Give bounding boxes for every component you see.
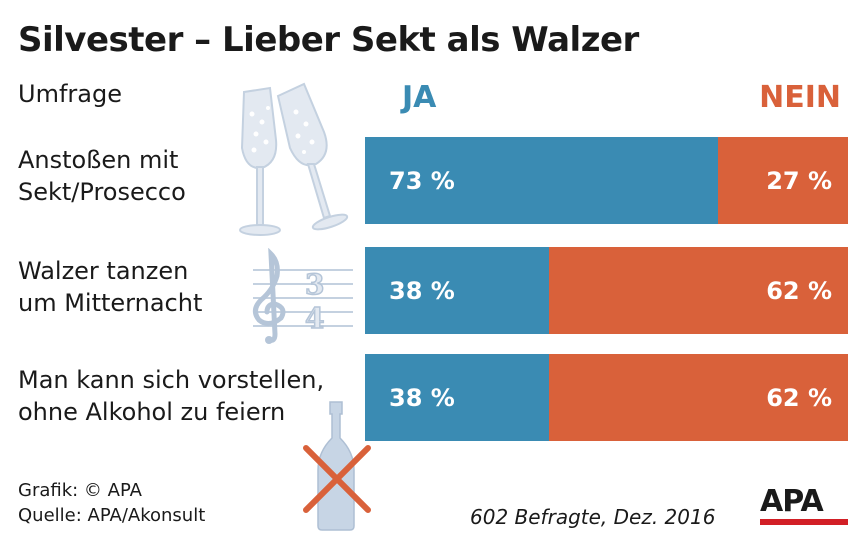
- bar-ja: 38 %: [365, 354, 549, 441]
- category-label-line: ohne Alkohol zu feiern: [18, 398, 286, 426]
- category-label-2: Walzer tanzen um Mitternacht: [18, 255, 202, 319]
- apa-logo-bar: [760, 519, 848, 525]
- footer-sample: 602 Befragte, Dez. 2016: [470, 505, 716, 529]
- meter-top: 3: [305, 268, 324, 301]
- chart-title: Silvester – Lieber Sekt als Walzer: [18, 20, 639, 60]
- bar-nein: 62 %: [548, 247, 848, 334]
- value-label-ja: 38 %: [389, 383, 455, 412]
- value-label-ja: 38 %: [389, 276, 455, 305]
- champagne-glasses-icon: [239, 82, 349, 236]
- chart-subtitle: Umfrage: [18, 80, 122, 108]
- value-label-nein: 62 %: [766, 383, 832, 412]
- category-label-line: Walzer tanzen: [18, 257, 189, 285]
- category-label-line: Man kann sich vorstellen,: [18, 366, 325, 394]
- category-label-line: um Mitternacht: [18, 289, 203, 317]
- meter-bottom: 4: [305, 302, 324, 335]
- bar-nein: 62 %: [548, 354, 848, 441]
- bar-ja: 73 %: [365, 137, 718, 224]
- value-label-ja: 73 %: [389, 166, 455, 195]
- category-label-3: Man kann sich vorstellen, ohne Alkohol z…: [18, 364, 324, 428]
- bar-row-1: 73 % 27 %: [365, 137, 848, 224]
- category-label-line: Anstoßen mit: [18, 146, 179, 174]
- bar-row-3: 38 % 62 %: [365, 354, 848, 441]
- category-label-1: Anstoßen mit Sekt/Prosecco: [18, 144, 186, 208]
- category-label-line: Sekt/Prosecco: [18, 178, 186, 206]
- apa-logo: APA: [760, 487, 848, 527]
- treble-clef-icon: 3 4: [253, 248, 353, 344]
- value-label-nein: 27 %: [766, 166, 832, 195]
- bar-nein: 27 %: [717, 137, 848, 224]
- apa-logo-text: APA: [760, 484, 824, 519]
- value-label-nein: 62 %: [766, 276, 832, 305]
- footer-source: Quelle: APA/Akonsult: [18, 505, 206, 526]
- bar-row-2: 38 % 62 %: [365, 247, 848, 334]
- footer-credit: Grafik: © APA: [18, 480, 142, 501]
- legend-ja: JA: [402, 80, 437, 115]
- crossed-bottle-icon: [303, 401, 371, 531]
- bar-ja: 38 %: [365, 247, 549, 334]
- legend-nein: NEIN: [759, 80, 841, 115]
